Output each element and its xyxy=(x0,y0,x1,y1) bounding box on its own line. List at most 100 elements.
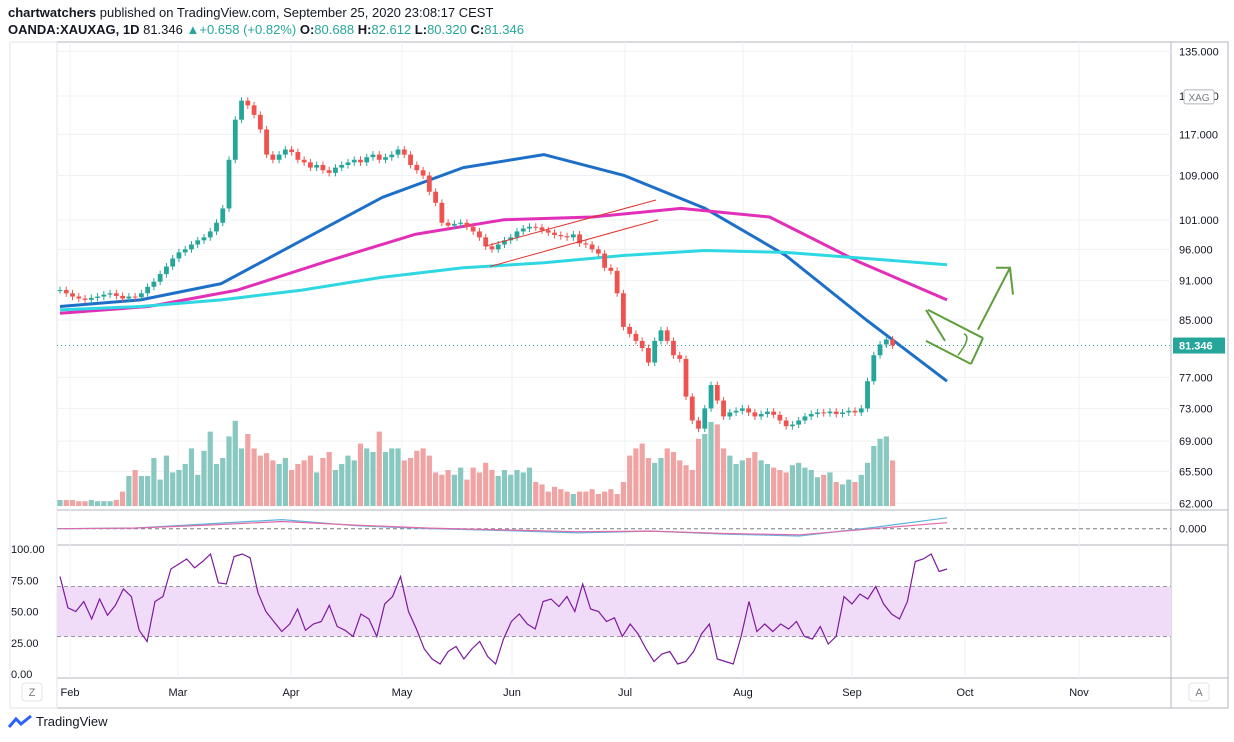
price-tick-label: 135.000 xyxy=(1179,46,1219,58)
candle-body xyxy=(696,420,701,429)
zoom-button-label: Z xyxy=(29,687,36,699)
volume-bar xyxy=(126,476,132,506)
candle-body xyxy=(251,105,257,115)
volume-bar xyxy=(858,474,864,506)
candle-body xyxy=(113,293,119,296)
left-margin-strip xyxy=(9,41,58,709)
candle-body xyxy=(721,400,726,417)
channel-upper-line xyxy=(484,199,657,247)
volume-bar xyxy=(514,470,520,506)
candle-body xyxy=(658,330,664,341)
candle-body xyxy=(201,237,207,241)
time-axis-label-jul: Jul xyxy=(618,687,632,699)
symbol-label[interactable]: OANDA:XAUXAG, 1D xyxy=(8,22,140,37)
candle-body xyxy=(138,293,144,298)
candle-body xyxy=(683,358,689,397)
volume-bar xyxy=(608,489,614,506)
candle-body xyxy=(145,286,151,294)
volume-bar xyxy=(864,462,871,506)
publisher-name[interactable]: chartwatchers xyxy=(8,5,97,20)
volume-bar xyxy=(295,464,301,506)
auto-scale-button[interactable] xyxy=(1188,682,1210,702)
candle-body xyxy=(220,208,226,223)
candle-body xyxy=(451,223,457,226)
candle-body xyxy=(702,408,708,429)
volume-bar xyxy=(714,424,720,506)
candle-body xyxy=(458,222,464,224)
candle-body xyxy=(527,226,532,229)
scale-button-label: A xyxy=(1195,687,1203,699)
volume-bar xyxy=(120,491,126,506)
publish-info: published on TradingView.com, September … xyxy=(99,5,494,20)
candle-body xyxy=(708,385,714,409)
volume-bar xyxy=(589,489,595,506)
volume-bar xyxy=(796,462,802,506)
ohlc-line: OANDA:XAUXAG, 1D 81.346 ▲+0.658 (+0.82%)… xyxy=(8,22,524,37)
volume-bar xyxy=(339,464,345,506)
price-tick-label: 73.000 xyxy=(1179,403,1213,415)
volume-bar xyxy=(839,484,846,506)
volume-bar xyxy=(558,489,564,506)
price-tick-label: 77.000 xyxy=(1179,372,1213,384)
candle-body xyxy=(758,414,764,417)
auto-zoom-button[interactable] xyxy=(21,682,43,702)
volume-bar xyxy=(289,470,295,506)
candle-body xyxy=(777,414,783,421)
low-value: 80.320 xyxy=(427,22,467,37)
candle-body xyxy=(88,297,94,300)
volume-bar xyxy=(213,464,220,506)
candle-body xyxy=(802,416,808,421)
candle-body xyxy=(101,294,107,297)
candle-body xyxy=(257,114,263,130)
candle-body xyxy=(671,340,676,356)
candle-body xyxy=(871,355,877,382)
volume-bar xyxy=(533,482,539,506)
volume-bar xyxy=(88,500,94,506)
time-axis-label-jun: Jun xyxy=(503,687,521,699)
candle-body xyxy=(790,424,795,427)
volume-bar xyxy=(263,453,270,506)
volume-bar xyxy=(633,448,639,506)
price-tick-label: 117.000 xyxy=(1179,129,1218,141)
candle-body xyxy=(545,230,551,233)
volume-bar xyxy=(652,462,658,506)
volume-bar xyxy=(551,486,558,506)
candle-body xyxy=(808,414,814,417)
candle-body xyxy=(82,298,88,300)
price-tick-label: 69.000 xyxy=(1179,436,1213,448)
candle-body xyxy=(865,381,870,409)
volume-bar xyxy=(576,491,583,506)
volume-bar xyxy=(113,500,119,506)
candle-body xyxy=(401,149,407,155)
volume-bar xyxy=(545,491,551,506)
candle-body xyxy=(639,340,645,349)
volume-bar xyxy=(414,450,420,506)
volume-bar xyxy=(251,448,257,506)
time-axis-label-sep: Sep xyxy=(842,687,862,699)
volume-bar xyxy=(63,500,69,506)
candle-body xyxy=(627,326,633,334)
time-axis-label-mar: Mar xyxy=(169,687,188,699)
price-tick-label: 109.000 xyxy=(1179,171,1219,183)
tradingview-branding[interactable]: TradingView xyxy=(8,714,108,729)
candle-body xyxy=(533,226,539,228)
volume-bar xyxy=(389,448,395,506)
candle-body xyxy=(351,159,357,163)
candle-body xyxy=(583,243,589,245)
change-arrow-icon: ▲ xyxy=(186,22,200,37)
volume-bar xyxy=(802,467,808,506)
volume-bar xyxy=(420,448,426,506)
volume-bar xyxy=(238,448,245,506)
volume-bar xyxy=(645,458,652,506)
candle-body xyxy=(195,240,201,245)
candle-body xyxy=(126,296,132,299)
candle-body xyxy=(70,293,75,297)
last-price-label: 81.346 xyxy=(1179,341,1213,353)
price-tick-label: 101.000 xyxy=(1179,215,1219,227)
time-axis-label-feb: Feb xyxy=(61,687,80,699)
volume-bar xyxy=(808,470,814,506)
candle-body xyxy=(621,293,626,327)
volume-bar xyxy=(282,458,288,506)
time-axis-label-oct: Oct xyxy=(956,687,973,699)
